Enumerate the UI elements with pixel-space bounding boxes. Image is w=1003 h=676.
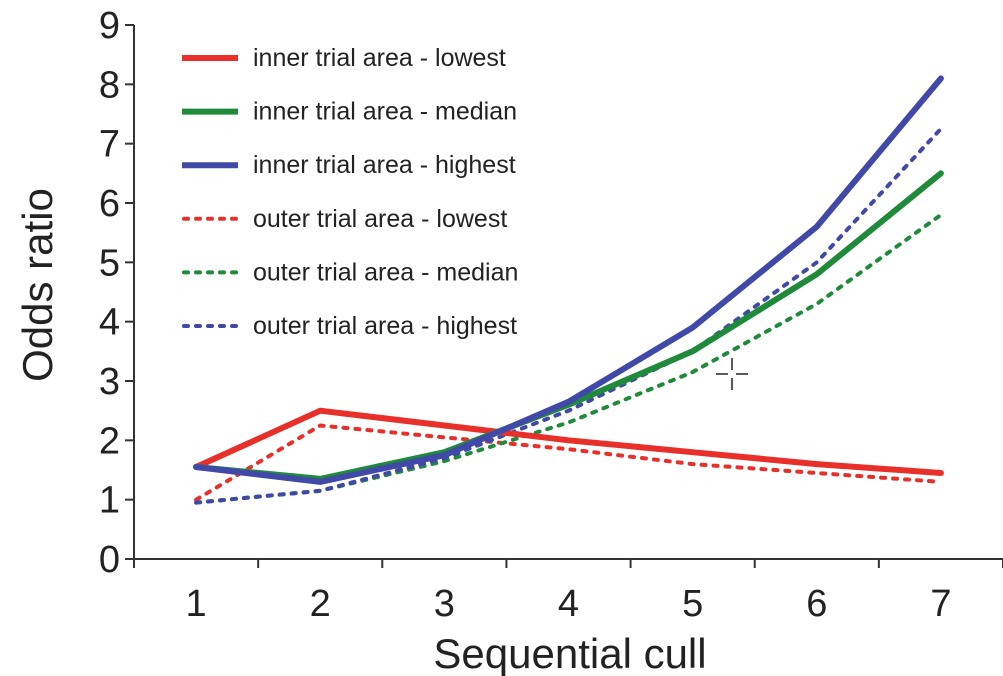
y-axis-title: Odds ratio <box>14 188 61 382</box>
series-line-outer-trial-area-lowest <box>194 423 943 502</box>
x-tick-label: 7 <box>930 583 951 625</box>
legend-label: inner trial area - lowest <box>253 44 506 72</box>
series-line-inner-trial-area-highest <box>193 75 944 485</box>
x-tick-label: 4 <box>558 583 579 625</box>
y-tick-label: 7 <box>99 124 120 166</box>
x-tick-label: 3 <box>434 583 455 625</box>
legend: inner trial area - lowest inner trial are… <box>182 44 518 340</box>
legend-label: outer trial area - median <box>253 258 518 286</box>
legend-label: inner trial area - highest <box>253 151 516 179</box>
y-tick-label: 1 <box>99 480 120 522</box>
y-tick-label: 9 <box>99 5 120 47</box>
x-tick-label: 2 <box>310 583 331 625</box>
series-layer <box>193 75 944 505</box>
y-tick-label: 3 <box>99 361 120 403</box>
x-axis-title: Sequential cull <box>433 630 706 676</box>
legend-label: outer trial area - highest <box>253 312 517 340</box>
series-line-outer-trial-area-highest <box>194 126 943 505</box>
x-tick-label: 6 <box>806 583 827 625</box>
y-tick-label: 4 <box>99 302 120 344</box>
y-tick-label: 0 <box>99 539 120 581</box>
y-tick-label: 6 <box>99 183 120 225</box>
x-tick-label: 1 <box>186 583 207 625</box>
series-line-inner-trial-area-lowest <box>193 407 944 476</box>
y-tick-label: 5 <box>99 242 120 284</box>
crosshair-cursor-icon <box>716 358 748 390</box>
legend-label: outer trial area - lowest <box>253 205 507 233</box>
y-tick-label: 2 <box>99 420 120 462</box>
axes: 0 1 2 3 4 5 6 7 8 9 1 2 3 4 5 6 7 <box>99 5 1003 625</box>
y-tick-label: 8 <box>99 64 120 106</box>
x-tick-label: 5 <box>682 583 703 625</box>
legend-label: inner trial area - median <box>253 98 517 126</box>
